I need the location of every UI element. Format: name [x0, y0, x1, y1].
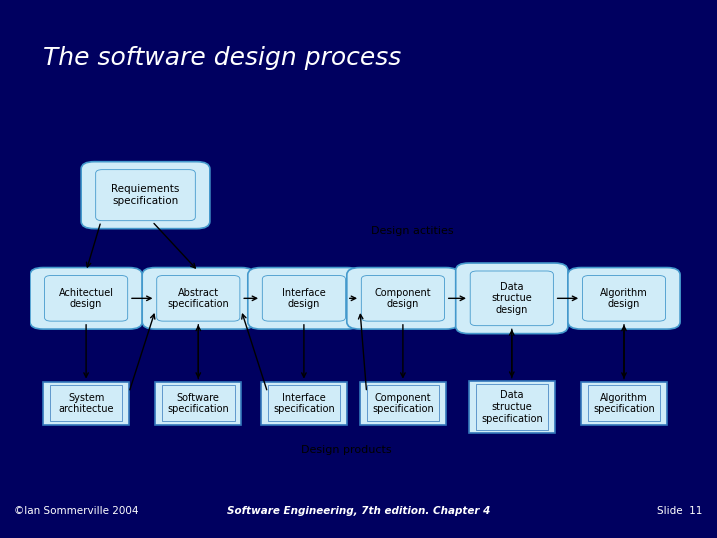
FancyBboxPatch shape — [581, 381, 667, 425]
Text: Slide  11: Slide 11 — [657, 506, 703, 515]
FancyBboxPatch shape — [30, 267, 142, 329]
Text: Data
structue
specification: Data structue specification — [481, 391, 543, 423]
Text: Component
specification: Component specification — [372, 393, 434, 414]
Text: The software design process: The software design process — [43, 46, 402, 70]
FancyBboxPatch shape — [347, 267, 459, 329]
Text: Abstract
specification: Abstract specification — [168, 287, 229, 309]
FancyBboxPatch shape — [156, 381, 241, 425]
Text: Data
structue
design: Data structue design — [491, 282, 532, 315]
Text: Interface
specification: Interface specification — [273, 393, 335, 414]
Text: Achitectuel
design: Achitectuel design — [59, 287, 113, 309]
FancyBboxPatch shape — [81, 162, 210, 229]
Text: Design actities: Design actities — [371, 226, 454, 236]
FancyBboxPatch shape — [43, 381, 129, 425]
Text: Algorithm
specification: Algorithm specification — [593, 393, 655, 414]
Text: Interface
design: Interface design — [282, 287, 326, 309]
Text: Design products: Design products — [301, 445, 392, 455]
Text: System
architectue: System architectue — [58, 393, 114, 414]
FancyBboxPatch shape — [568, 267, 680, 329]
FancyBboxPatch shape — [261, 381, 347, 425]
Text: ©Ian Sommerville 2004: ©Ian Sommerville 2004 — [14, 506, 139, 515]
FancyBboxPatch shape — [248, 267, 360, 329]
FancyBboxPatch shape — [142, 267, 255, 329]
Text: Software Engineering, 7th edition. Chapter 4: Software Engineering, 7th edition. Chapt… — [227, 506, 490, 515]
Text: Algorithm
design: Algorithm design — [600, 287, 648, 309]
FancyBboxPatch shape — [360, 381, 446, 425]
Text: Requiements
specification: Requiements specification — [111, 185, 180, 206]
FancyBboxPatch shape — [456, 263, 568, 334]
Text: Software
specification: Software specification — [168, 393, 229, 414]
FancyBboxPatch shape — [469, 381, 555, 433]
Text: Component
design: Component design — [374, 287, 431, 309]
